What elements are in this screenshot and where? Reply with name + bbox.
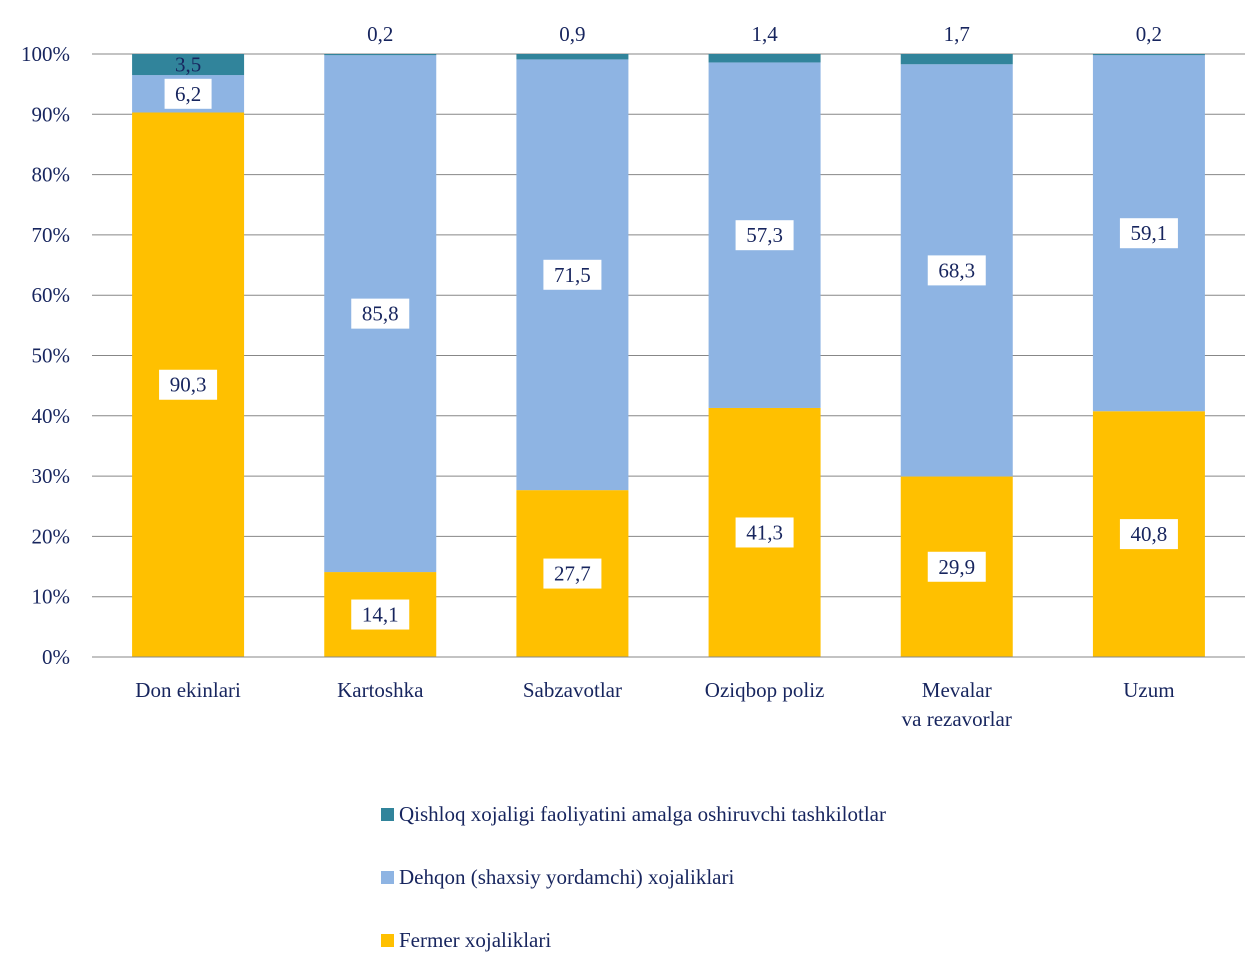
y-tick-label: 30% [32, 464, 71, 488]
data-label: 27,7 [554, 562, 591, 586]
legend-swatch [381, 808, 394, 821]
y-tick-label: 60% [32, 283, 71, 307]
data-label-box [1119, 519, 1178, 550]
data-label-box [735, 220, 794, 251]
y-tick-label: 20% [32, 524, 71, 548]
bar-segment [516, 54, 629, 60]
data-label: 0,2 [1136, 22, 1162, 46]
data-label-box [927, 551, 986, 582]
data-label-box [159, 369, 218, 400]
data-label-box [1119, 218, 1178, 249]
data-label: 3,5 [175, 53, 201, 77]
data-label-box [543, 558, 602, 589]
data-label-box [543, 259, 602, 290]
category-label: Mevalar va rezavorlar [902, 678, 1012, 731]
category-label: Sabzavotlar [523, 678, 622, 702]
y-tick-label: 0% [42, 645, 70, 669]
category-label: Kartoshka [337, 678, 424, 702]
data-label: 29,9 [938, 555, 975, 579]
data-label: 40,8 [1131, 522, 1168, 546]
legend-entry: Qishloq xojaligi faoliyatini amalga oshi… [399, 802, 886, 826]
legend-swatch [381, 871, 394, 884]
legend-entry: Dehqon (shaxsiy yordamchi) xojaliklari [399, 865, 734, 889]
category-label: Don ekinlari [135, 678, 241, 702]
y-tick-label: 90% [32, 102, 71, 126]
bar-segment [1092, 54, 1205, 56]
data-label: 68,3 [938, 258, 975, 282]
data-label-box [735, 517, 794, 548]
data-label: 85,8 [362, 302, 399, 326]
data-label-box [164, 78, 212, 109]
data-label: 59,1 [1131, 221, 1168, 245]
data-label: 0,2 [367, 22, 393, 46]
data-label: 1,7 [944, 22, 970, 46]
y-tick-label: 80% [32, 163, 71, 187]
data-label: 71,5 [554, 263, 591, 287]
data-label-box [351, 599, 410, 630]
data-label: 6,2 [175, 82, 201, 106]
bar-segment [708, 54, 821, 63]
bar-segment [132, 54, 245, 76]
category-label: Oziqbop poliz [705, 678, 825, 702]
y-tick-label: 70% [32, 223, 71, 247]
y-tick-label: 40% [32, 404, 71, 428]
legend-entry: Fermer xojaliklari [399, 928, 551, 952]
data-label-box [927, 255, 986, 286]
data-label-box [351, 298, 410, 329]
data-label: 14,1 [362, 603, 399, 627]
data-label: 41,3 [746, 520, 783, 544]
data-label: 1,4 [751, 22, 778, 46]
data-label: 0,9 [559, 22, 585, 46]
data-label: 57,3 [746, 223, 783, 247]
y-tick-label: 100% [21, 42, 70, 66]
y-tick-label: 50% [32, 344, 71, 368]
data-label: 90,3 [170, 373, 207, 397]
legend-swatch [381, 934, 394, 947]
bar-segment [900, 54, 1013, 65]
y-tick-label: 10% [32, 585, 71, 609]
category-label: Uzum [1123, 678, 1174, 702]
bar-segment [324, 54, 437, 56]
